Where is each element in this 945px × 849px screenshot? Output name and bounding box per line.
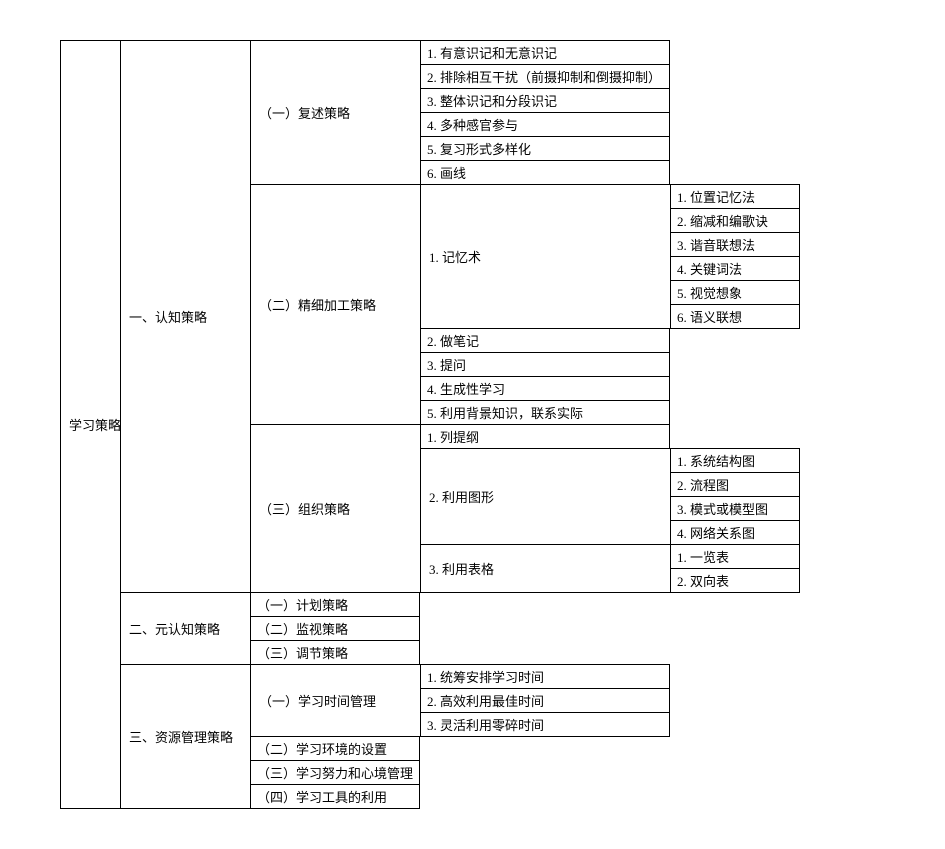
tree-root: 学习策略一、认知策略（一）复述策略1. 有意识记和无意识记2. 排除相互干扰（前… xyxy=(60,40,885,809)
tree-node: （一）学习时间管理1. 统筹安排学习时间2. 高效利用最佳时间3. 灵活利用零碎… xyxy=(250,664,670,737)
tree-node: 三、资源管理策略（一）学习时间管理1. 统筹安排学习时间2. 高效利用最佳时间3… xyxy=(120,664,800,809)
tree-leaf: （二）监视策略 xyxy=(250,616,420,641)
tree-leaf: 2. 高效利用最佳时间 xyxy=(420,688,670,713)
tree-leaf: （四）学习工具的利用 xyxy=(250,784,420,809)
tree-children: （一）计划策略（二）监视策略（三）调节策略 xyxy=(250,592,420,665)
tree-node: 二、元认知策略（一）计划策略（二）监视策略（三）调节策略 xyxy=(120,592,800,665)
tree-children: 1. 统筹安排学习时间2. 高效利用最佳时间3. 灵活利用零碎时间 xyxy=(420,664,670,737)
tree-children: 1. 有意识记和无意识记2. 排除相互干扰（前摄抑制和倒摄抑制）3. 整体识记和… xyxy=(420,40,670,185)
tree-node-label: 1. 记忆术 xyxy=(420,184,670,329)
tree-leaf: 3. 提问 xyxy=(420,352,670,377)
tree-children: （一）复述策略1. 有意识记和无意识记2. 排除相互干扰（前摄抑制和倒摄抑制）3… xyxy=(250,40,800,593)
tree-node-label: 学习策略 xyxy=(60,40,120,809)
tree-leaf: （三）调节策略 xyxy=(250,640,420,665)
tree-node: 2. 利用图形1. 系统结构图2. 流程图3. 模式或模型图4. 网络关系图 xyxy=(420,448,800,545)
tree-node-label: （一）复述策略 xyxy=(250,40,420,185)
tree-node: （三）组织策略1. 列提纲2. 利用图形1. 系统结构图2. 流程图3. 模式或… xyxy=(250,424,800,593)
tree-node-label: （一）学习时间管理 xyxy=(250,664,420,737)
tree-leaf: 3. 灵活利用零碎时间 xyxy=(420,712,670,737)
tree-node: 3. 利用表格1. 一览表2. 双向表 xyxy=(420,544,800,593)
tree-node-label: （二）精细加工策略 xyxy=(250,184,420,425)
tree-node: （二）精细加工策略1. 记忆术1. 位置记忆法2. 缩减和编歌诀3. 谐音联想法… xyxy=(250,184,800,425)
tree-leaf: 3. 整体识记和分段识记 xyxy=(420,88,670,113)
tree-node-label: （三）组织策略 xyxy=(250,424,420,593)
tree-leaf: 4. 多种感官参与 xyxy=(420,112,670,137)
tree-leaf: 3. 模式或模型图 xyxy=(670,496,800,521)
tree-leaf: 4. 生成性学习 xyxy=(420,376,670,401)
tree-leaf: 6. 画线 xyxy=(420,160,670,185)
tree-leaf: 1. 统筹安排学习时间 xyxy=(420,664,670,689)
tree-leaf: 2. 做笔记 xyxy=(420,328,670,353)
tree-node-label: 三、资源管理策略 xyxy=(120,664,250,809)
tree-leaf: 6. 语义联想 xyxy=(670,304,800,329)
tree-leaf: 2. 流程图 xyxy=(670,472,800,497)
tree-leaf: 1. 位置记忆法 xyxy=(670,184,800,209)
tree-leaf: 1. 系统结构图 xyxy=(670,448,800,473)
tree-leaf: 5. 视觉想象 xyxy=(670,280,800,305)
tree-leaf: （三）学习努力和心境管理 xyxy=(250,760,420,785)
tree-node: （一）复述策略1. 有意识记和无意识记2. 排除相互干扰（前摄抑制和倒摄抑制）3… xyxy=(250,40,800,185)
tree-children: 1. 位置记忆法2. 缩减和编歌诀3. 谐音联想法4. 关键词法5. 视觉想象6… xyxy=(670,184,800,329)
tree-leaf: （一）计划策略 xyxy=(250,592,420,617)
tree-leaf: （二）学习环境的设置 xyxy=(250,736,420,761)
tree-leaf: 1. 有意识记和无意识记 xyxy=(420,40,670,65)
tree-leaf: 4. 网络关系图 xyxy=(670,520,800,545)
tree-children: 一、认知策略（一）复述策略1. 有意识记和无意识记2. 排除相互干扰（前摄抑制和… xyxy=(120,40,800,809)
tree-leaf: 5. 复习形式多样化 xyxy=(420,136,670,161)
tree-leaf: 2. 排除相互干扰（前摄抑制和倒摄抑制） xyxy=(420,64,670,89)
tree-leaf: 3. 谐音联想法 xyxy=(670,232,800,257)
tree-node-label: 3. 利用表格 xyxy=(420,544,670,593)
tree-leaf: 5. 利用背景知识，联系实际 xyxy=(420,400,670,425)
tree-node: 学习策略一、认知策略（一）复述策略1. 有意识记和无意识记2. 排除相互干扰（前… xyxy=(60,40,800,809)
tree-leaf: 1. 列提纲 xyxy=(420,424,670,449)
tree-children: 1. 记忆术1. 位置记忆法2. 缩减和编歌诀3. 谐音联想法4. 关键词法5.… xyxy=(420,184,800,425)
tree-leaf: 2. 缩减和编歌诀 xyxy=(670,208,800,233)
tree-children: 1. 系统结构图2. 流程图3. 模式或模型图4. 网络关系图 xyxy=(670,448,800,545)
tree-children: （一）学习时间管理1. 统筹安排学习时间2. 高效利用最佳时间3. 灵活利用零碎… xyxy=(250,664,670,809)
tree-leaf: 1. 一览表 xyxy=(670,544,800,569)
tree-children: 1. 一览表2. 双向表 xyxy=(670,544,800,593)
tree-leaf: 4. 关键词法 xyxy=(670,256,800,281)
tree-children: 1. 列提纲2. 利用图形1. 系统结构图2. 流程图3. 模式或模型图4. 网… xyxy=(420,424,800,593)
tree-node-label: 一、认知策略 xyxy=(120,40,250,593)
tree-node: 1. 记忆术1. 位置记忆法2. 缩减和编歌诀3. 谐音联想法4. 关键词法5.… xyxy=(420,184,800,329)
tree-node-label: 二、元认知策略 xyxy=(120,592,250,665)
tree-node: 一、认知策略（一）复述策略1. 有意识记和无意识记2. 排除相互干扰（前摄抑制和… xyxy=(120,40,800,593)
tree-node-label: 2. 利用图形 xyxy=(420,448,670,545)
tree-leaf: 2. 双向表 xyxy=(670,568,800,593)
